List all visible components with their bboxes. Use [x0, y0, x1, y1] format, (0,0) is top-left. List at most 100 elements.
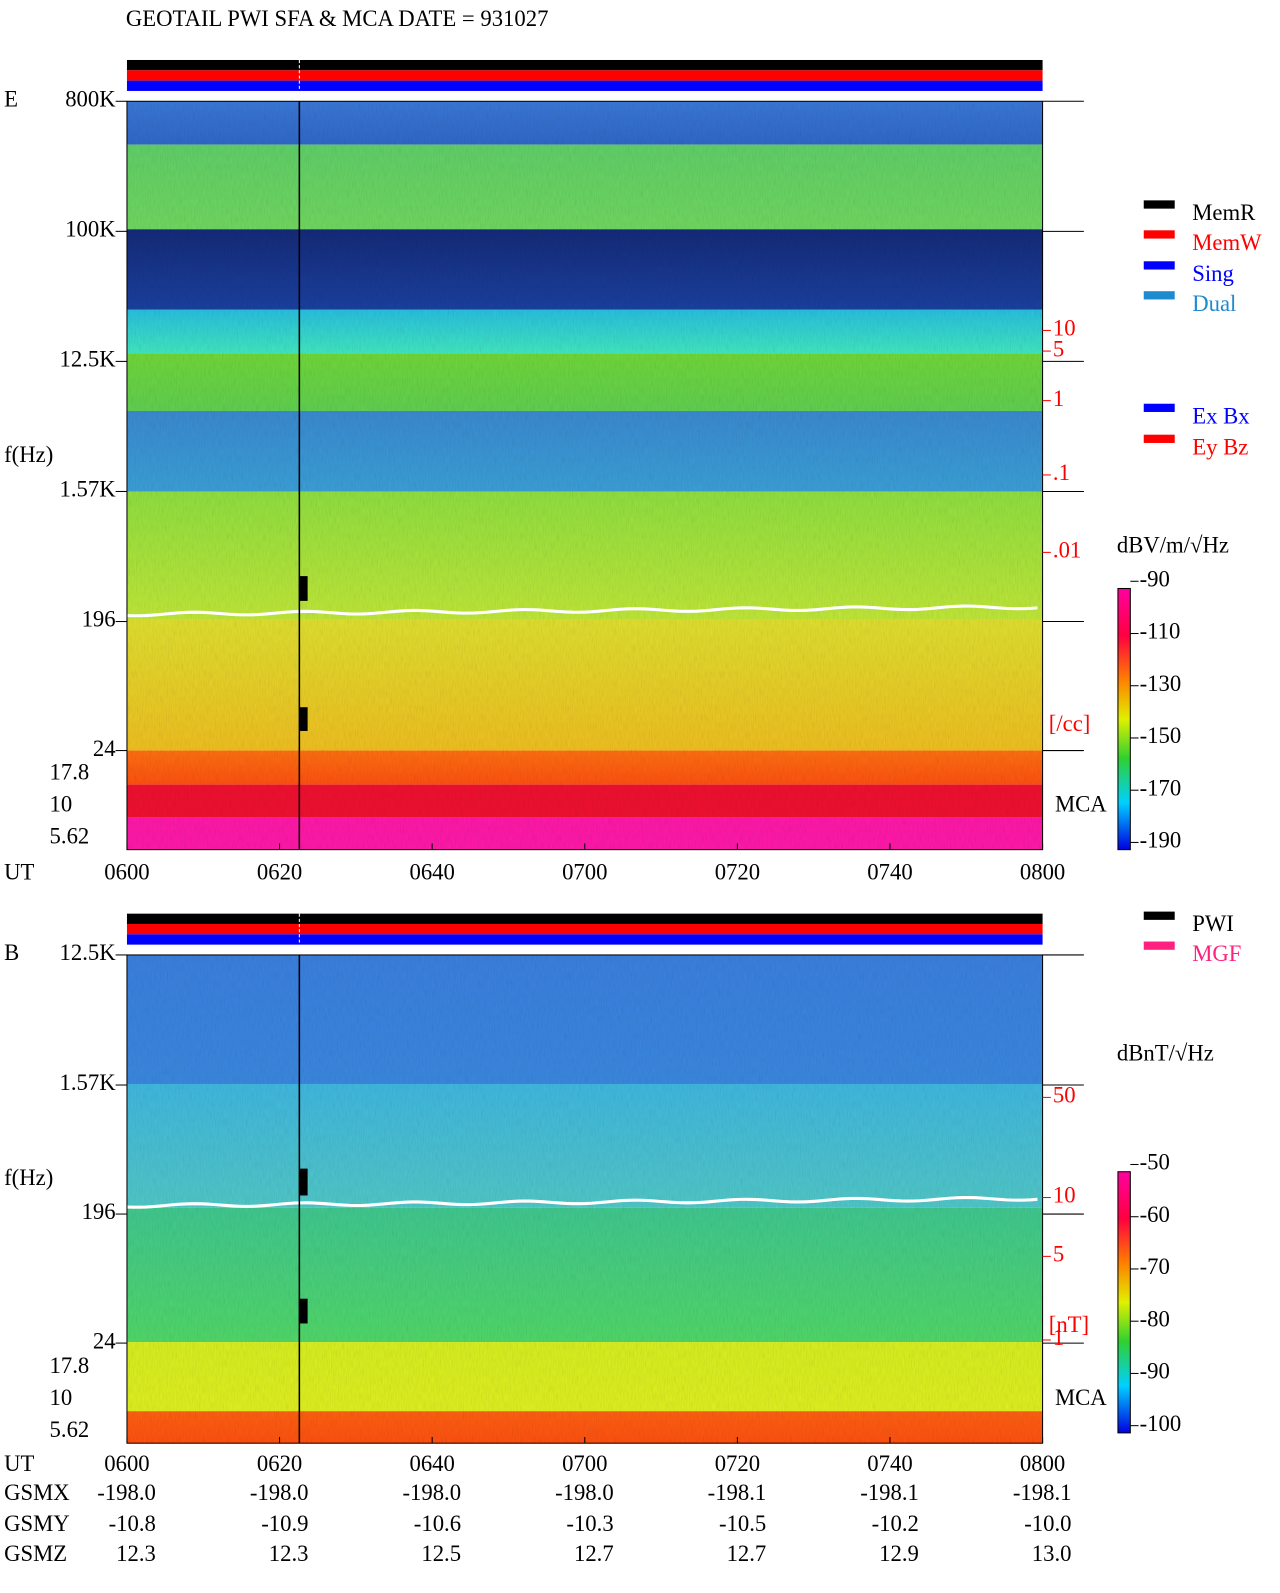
- colorbar-tick-label: -100: [1140, 1411, 1182, 1436]
- colorbar: [1117, 587, 1131, 851]
- legend-label: Sing: [1192, 261, 1234, 286]
- spectrogram-noise: [126, 954, 1043, 1444]
- colorbar-tick-label: -50: [1140, 1150, 1170, 1175]
- colorbar-tick-label: -170: [1140, 775, 1182, 800]
- colorbar-tick-label: -60: [1140, 1202, 1170, 1227]
- orbit-value: -10.0: [1024, 1511, 1071, 1536]
- colorbar-unit: dBnT/√Hz: [1117, 1040, 1214, 1065]
- orbit-value: -10.3: [566, 1511, 613, 1536]
- density-tick-label: 5: [1053, 1242, 1064, 1267]
- orbit-value: -10.8: [109, 1511, 156, 1536]
- time-tick-label: 0700: [562, 1451, 607, 1476]
- y-axis-label: f(Hz): [4, 1165, 53, 1190]
- orbit-value: -10.6: [414, 1511, 461, 1536]
- orbit-value: 12.7: [727, 1541, 767, 1566]
- density-tick-label: .01: [1053, 538, 1081, 563]
- orbit-value: 12.9: [879, 1541, 919, 1566]
- density-tick-label: 1: [1053, 386, 1064, 411]
- density-tick-label: 10: [1053, 1183, 1076, 1208]
- orbit-value: 12.3: [116, 1541, 156, 1566]
- status-strip: [126, 913, 1043, 924]
- orbit-row-name: GSMY: [4, 1511, 70, 1536]
- colorbar: [1117, 1171, 1131, 1434]
- colorbar-tick-label: -150: [1140, 723, 1182, 748]
- orbit-value: -198.0: [402, 1480, 461, 1505]
- status-strip: [126, 934, 1043, 945]
- legend-swatch: [1143, 911, 1175, 920]
- colorbar-tick-label: -130: [1140, 671, 1182, 696]
- legend-swatch: [1143, 261, 1175, 270]
- time-tick-label: 0620: [257, 1451, 302, 1476]
- time-tick-label: 0600: [104, 1451, 149, 1476]
- status-strip: [126, 59, 1043, 71]
- legend-swatch: [1143, 941, 1175, 950]
- mca-label: MCA: [1055, 1385, 1107, 1410]
- orbit-value: -198.0: [250, 1480, 309, 1505]
- time-tick-label: 0800: [1020, 860, 1065, 885]
- time-tick-label: 0600: [104, 860, 149, 885]
- time-tick-label: 0700: [562, 860, 607, 885]
- freq-tick-label: 12.5K: [60, 940, 117, 965]
- legend-label: Dual: [1192, 291, 1236, 316]
- panel-label: E: [4, 86, 18, 111]
- time-tick-label: 0640: [409, 1451, 454, 1476]
- legend-swatch: [1143, 291, 1175, 300]
- legend-label: Ey Bz: [1192, 434, 1248, 459]
- legend-label: Ex Bx: [1192, 403, 1250, 428]
- orbit-value: -10.5: [719, 1511, 766, 1536]
- title: GEOTAIL PWI SFA & MCA DATE = 931027: [126, 6, 549, 31]
- legend-swatch: [1143, 200, 1175, 209]
- legend-label: MemW: [1192, 230, 1262, 255]
- colorbar-unit: dBV/m/√Hz: [1117, 532, 1229, 557]
- freq-tick-label: 800K: [65, 86, 116, 111]
- colorbar-tick-label: -90: [1140, 1359, 1170, 1384]
- blob: [299, 576, 308, 601]
- time-tick-label: 0720: [715, 860, 760, 885]
- density-tick-label: 1: [1053, 1325, 1064, 1350]
- orbit-value: -198.1: [860, 1480, 919, 1505]
- orbit-value: 12.7: [574, 1541, 614, 1566]
- mca-label: MCA: [1055, 792, 1107, 817]
- status-strip: [126, 923, 1043, 935]
- orbit-value: 12.5: [421, 1541, 461, 1566]
- status-strip: [126, 70, 1043, 81]
- mca-tick-label: 5.62: [50, 1417, 90, 1442]
- freq-tick-label: 1.57K: [60, 1070, 117, 1095]
- time-tick-label: 0740: [867, 860, 912, 885]
- white-line: [126, 1196, 1038, 1209]
- legend-label: MemR: [1192, 200, 1256, 225]
- density-tick-label: .1: [1053, 460, 1070, 485]
- time-label: UT: [4, 1451, 34, 1476]
- density-tick-label: 5: [1053, 336, 1064, 361]
- orbit-row-name: GSMZ: [4, 1541, 67, 1566]
- orbit-value: -10.2: [872, 1511, 919, 1536]
- mca-tick-label: 5.62: [50, 824, 90, 849]
- orbit-value: -198.1: [708, 1480, 767, 1505]
- freq-tick-label: 12.5K: [60, 347, 117, 372]
- legend-swatch: [1143, 230, 1175, 239]
- freq-tick-label: 100K: [65, 217, 116, 242]
- time-tick-label: 0740: [867, 1451, 912, 1476]
- freq-tick-label: 1.57K: [60, 477, 117, 502]
- density-unit: [/cc]: [1049, 711, 1091, 736]
- orbit-value: 12.3: [269, 1541, 309, 1566]
- time-tick-label: 0640: [409, 860, 454, 885]
- freq-tick-label: 24: [93, 736, 116, 761]
- colorbar-tick-label: -80: [1140, 1306, 1170, 1331]
- legend-swatch: [1143, 434, 1175, 443]
- orbit-value: -10.9: [261, 1511, 308, 1536]
- mca-tick-label: 10: [50, 1385, 73, 1410]
- y-axis-label: f(Hz): [4, 442, 53, 467]
- colorbar-tick-label: -90: [1140, 566, 1170, 591]
- blob: [299, 707, 308, 731]
- orbit-row-name: GSMX: [4, 1480, 70, 1505]
- legend-label: MGF: [1192, 941, 1241, 966]
- freq-tick-label: 24: [93, 1328, 116, 1353]
- time-tick-label: 0800: [1020, 1451, 1065, 1476]
- time-tick-label: 0720: [715, 1451, 760, 1476]
- white-line: [126, 604, 1038, 618]
- orbit-value: 13.0: [1032, 1541, 1072, 1566]
- colorbar-tick-label: -110: [1140, 619, 1181, 644]
- panel-label: B: [4, 940, 19, 965]
